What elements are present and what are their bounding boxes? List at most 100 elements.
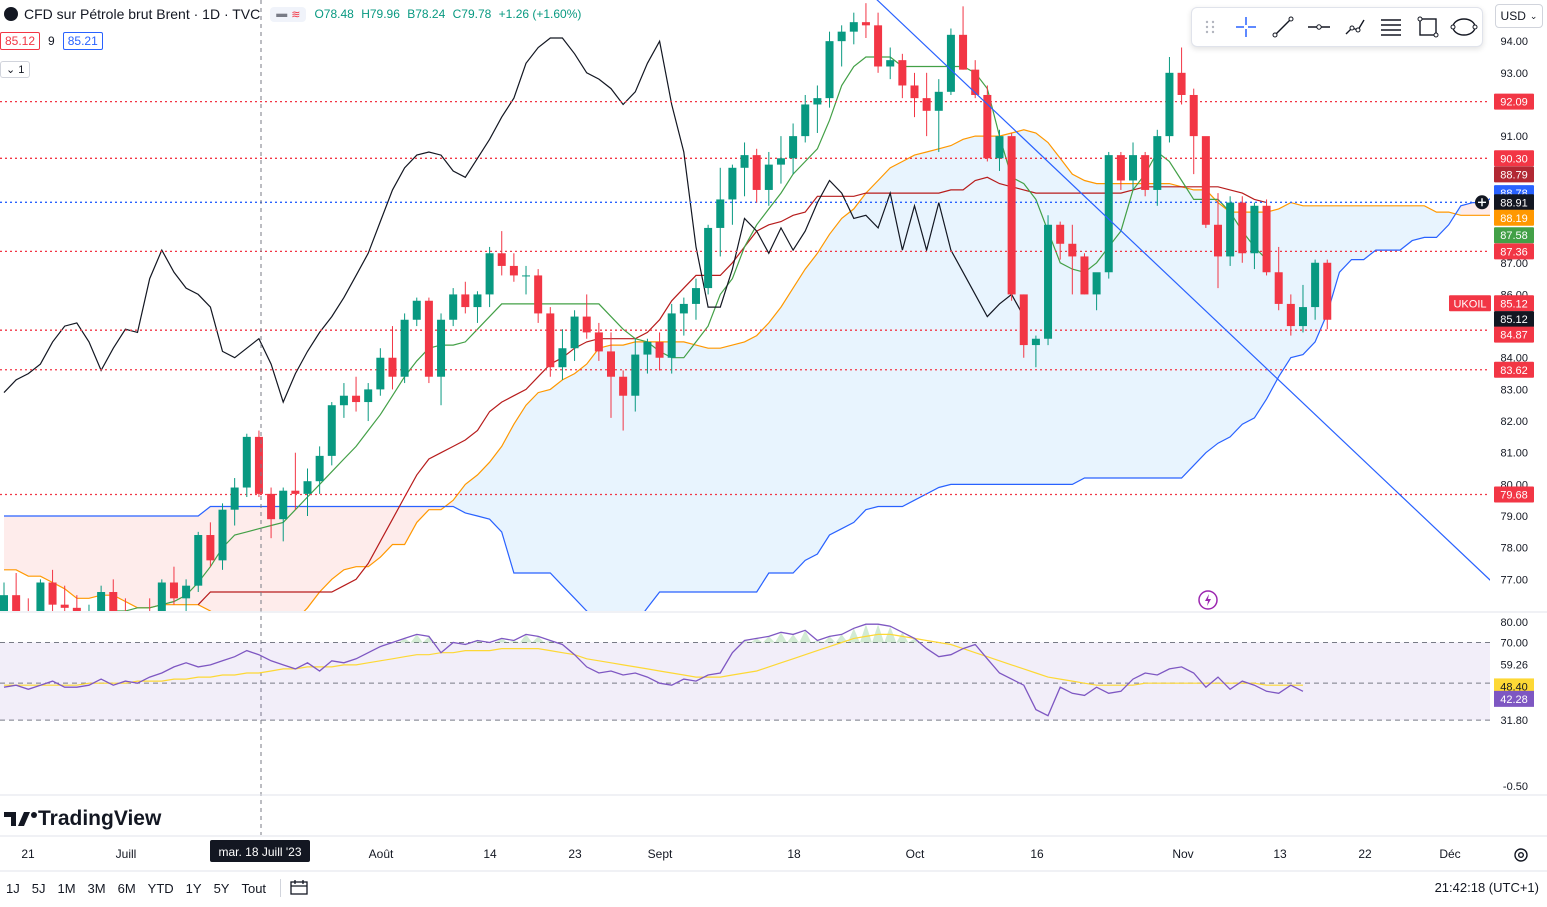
candle-body [801,104,810,137]
price-tick-label: 77.00 [1500,574,1528,586]
candle-body [679,303,688,314]
symbol-title[interactable]: CFD sur Pétrole brut Brent · 1D · TVC [24,6,261,22]
candle-body [849,22,858,32]
range-button[interactable]: 6M [117,880,136,896]
candle-body [36,582,45,611]
candle-body [813,98,822,105]
flash-events-icon[interactable] [1197,589,1219,616]
indicator-legend: 85.12 9 85.21 [0,32,103,50]
indicator-count: 1 [18,64,25,76]
rsi-tick-label: 80.00 [1500,617,1528,629]
fib-retracement-icon[interactable] [1377,13,1405,41]
candle-body [509,265,518,276]
candle-body [449,294,458,320]
ohlc-high: H79.96 [361,7,400,21]
indicator-length: 9 [48,34,55,48]
chevron-down-icon: ⌄ [1529,10,1538,21]
indicator-value-right[interactable]: 85.21 [62,32,103,50]
ohlc-close: C79.78 [452,7,492,21]
candle-body [874,25,883,67]
range-button[interactable]: YTD [147,880,174,896]
candle-body [1238,202,1247,254]
candle-body [424,300,433,377]
range-button[interactable]: Tout [241,880,267,896]
candle-body [24,614,32,627]
candle-body [983,94,992,159]
range-button[interactable]: 1M [57,880,76,896]
time-tick-label: 22 [1358,847,1372,861]
candle-body [230,487,239,510]
candle-body [0,595,8,611]
candle-body [72,607,81,611]
price-tick-label: 81.00 [1500,448,1528,460]
candle-body [1007,136,1016,295]
candle-body [825,41,834,99]
candle-body [315,455,324,482]
candle-body [218,509,227,561]
candle-body [1165,72,1174,137]
candle-body [206,535,215,561]
settings-gear-icon[interactable] [1512,846,1530,869]
ticker-badge-label: UKOIL [1453,298,1486,310]
range-button[interactable]: 5J [31,880,46,896]
ellipse-icon[interactable] [1450,13,1478,41]
candle-body [934,91,943,111]
candle-body [279,490,288,520]
candle-body [898,60,907,86]
range-button[interactable]: 1Y [185,880,202,896]
candle-body [1116,155,1125,181]
price-badge [1494,166,1534,183]
candle-body [619,376,628,396]
ohlc-low: B78.24 [407,7,446,21]
candle-body [1104,155,1113,273]
price-tick-label: 93.00 [1500,68,1528,80]
candle-body [376,357,385,390]
range-button[interactable]: 5Y [213,880,230,896]
rectangle-icon[interactable] [1414,13,1442,41]
candle-body [1262,205,1271,273]
range-button[interactable]: 1J [6,880,20,896]
indicator-status-pill[interactable]: ▬ ≋ [270,6,307,22]
horizontal-ray-icon[interactable] [1305,13,1333,41]
time-tick-label: Août [369,847,394,861]
candle-body [558,348,567,368]
candle-body [242,436,251,488]
symbol-header: CFD sur Pétrole brut Brent · 1D · TVC ▬ … [0,4,585,24]
candle-body [582,316,591,333]
price-badge-label: 88.79 [1500,169,1528,181]
candle-body [946,34,955,92]
drag-handle-icon[interactable] [1196,13,1224,41]
candle-body [1214,224,1222,257]
price-tick-label: 91.00 [1500,131,1528,143]
trend-line-icon[interactable] [1269,13,1297,41]
date-range-icon[interactable] [289,878,309,899]
collapse-indicators-button[interactable]: ⌄ 1 [0,61,31,78]
clock-readout[interactable]: 21:42:18 (UTC+1) [1434,880,1539,895]
candle-body [291,490,300,494]
candle-body [303,481,312,494]
candle-body [546,313,555,368]
tenkan-line [110,56,1268,611]
candle-body [1080,256,1089,295]
chikou-line [3,37,1025,404]
path-icon[interactable] [1341,13,1369,41]
candle-body [1311,262,1320,308]
range-button[interactable]: 3M [87,880,106,896]
tradingview-logo[interactable]: TradingView [4,807,161,831]
price-pane [0,0,1490,627]
time-tick-label: 16 [1030,847,1044,861]
currency-selector[interactable]: USD ⌄ [1495,4,1543,28]
price-badge [1494,295,1534,312]
candle-body [1153,136,1162,190]
senkou-span-b-line [4,197,1490,611]
ticker-badge [1449,295,1491,312]
indicator-value-left[interactable]: 85.12 [0,32,41,50]
time-tick-label: 13 [1273,847,1287,861]
rsi-ma-badge-label: 48.40 [1500,681,1528,693]
crosshair-icon[interactable] [1232,13,1260,41]
candle-body [497,253,506,266]
candle-body [412,300,421,320]
candle-body [1044,224,1053,339]
candle-body [716,199,725,228]
